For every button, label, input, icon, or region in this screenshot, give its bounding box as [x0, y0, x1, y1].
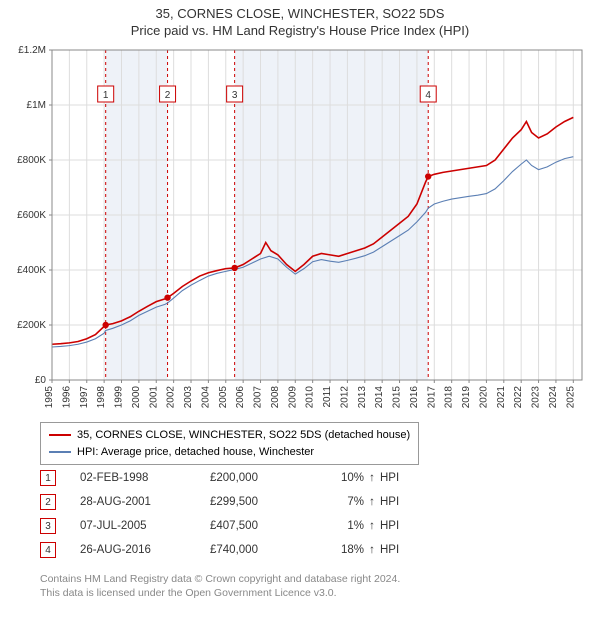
svg-text:2012: 2012 — [339, 386, 350, 409]
svg-text:£1M: £1M — [27, 100, 46, 111]
svg-text:1996: 1996 — [61, 386, 72, 409]
sale-date: 07-JUL-2005 — [80, 520, 210, 532]
sale-pct: 7% — [320, 496, 364, 508]
svg-text:2008: 2008 — [270, 386, 281, 409]
svg-text:2005: 2005 — [218, 386, 229, 409]
sale-price: £200,000 — [210, 472, 320, 484]
svg-text:2011: 2011 — [322, 386, 333, 408]
svg-text:3: 3 — [232, 90, 238, 101]
sale-arrow: ↑ — [364, 496, 380, 508]
sale-arrow: ↑ — [364, 520, 380, 532]
sale-price: £740,000 — [210, 544, 320, 556]
svg-text:2000: 2000 — [131, 386, 142, 409]
svg-text:2002: 2002 — [166, 386, 177, 409]
svg-text:1997: 1997 — [79, 386, 90, 409]
svg-text:£0: £0 — [35, 375, 47, 386]
svg-text:1: 1 — [103, 90, 109, 101]
footer-line2: This data is licensed under the Open Gov… — [40, 586, 400, 600]
svg-text:£600K: £600K — [17, 210, 46, 221]
svg-text:2022: 2022 — [513, 386, 524, 409]
svg-text:2009: 2009 — [287, 386, 298, 409]
sale-row: 1 02-FEB-1998£200,00010%↑HPI — [40, 466, 420, 490]
svg-text:£800K: £800K — [17, 155, 46, 166]
svg-text:1995: 1995 — [44, 386, 55, 409]
sale-price: £407,500 — [210, 520, 320, 532]
sale-marker: 2 — [40, 494, 56, 510]
sale-hpi: HPI — [380, 472, 420, 484]
svg-text:2024: 2024 — [548, 386, 559, 409]
sale-hpi: HPI — [380, 544, 420, 556]
sale-arrow: ↑ — [364, 544, 380, 556]
svg-text:2: 2 — [165, 90, 171, 101]
svg-text:2016: 2016 — [409, 386, 420, 409]
svg-text:2013: 2013 — [357, 386, 368, 409]
legend-item: 35, CORNES CLOSE, WINCHESTER, SO22 5DS (… — [49, 427, 410, 444]
legend-swatch — [49, 451, 71, 453]
sale-date: 02-FEB-1998 — [80, 472, 210, 484]
sale-date: 26-AUG-2016 — [80, 544, 210, 556]
svg-text:2019: 2019 — [461, 386, 472, 409]
legend-label: HPI: Average price, detached house, Winc… — [77, 444, 314, 461]
legend-label: 35, CORNES CLOSE, WINCHESTER, SO22 5DS (… — [77, 427, 410, 444]
svg-text:2003: 2003 — [183, 386, 194, 409]
sale-row: 3 07-JUL-2005£407,5001%↑HPI — [40, 514, 420, 538]
svg-text:2020: 2020 — [478, 386, 489, 409]
sale-row: 2 28-AUG-2001£299,5007%↑HPI — [40, 490, 420, 514]
svg-text:2014: 2014 — [374, 386, 385, 409]
svg-text:£400K: £400K — [17, 265, 46, 276]
sale-pct: 10% — [320, 472, 364, 484]
sale-hpi: HPI — [380, 496, 420, 508]
footer-line1: Contains HM Land Registry data © Crown c… — [40, 572, 400, 586]
svg-text:4: 4 — [425, 90, 431, 101]
sale-pct: 18% — [320, 544, 364, 556]
title-main: 35, CORNES CLOSE, WINCHESTER, SO22 5DS — [0, 6, 600, 23]
svg-text:2025: 2025 — [565, 386, 576, 409]
sale-price: £299,500 — [210, 496, 320, 508]
svg-text:1998: 1998 — [96, 386, 107, 409]
legend-item: HPI: Average price, detached house, Winc… — [49, 444, 410, 461]
svg-text:2021: 2021 — [496, 386, 507, 409]
svg-text:2010: 2010 — [305, 386, 316, 409]
svg-text:2006: 2006 — [235, 386, 246, 409]
title-sub: Price paid vs. HM Land Registry's House … — [0, 23, 600, 40]
sale-pct: 1% — [320, 520, 364, 532]
sale-row: 4 26-AUG-2016£740,00018%↑HPI — [40, 538, 420, 562]
svg-text:2017: 2017 — [426, 386, 437, 409]
legend: 35, CORNES CLOSE, WINCHESTER, SO22 5DS (… — [40, 422, 419, 465]
sale-marker: 3 — [40, 518, 56, 534]
footer: Contains HM Land Registry data © Crown c… — [40, 572, 400, 600]
sale-hpi: HPI — [380, 520, 420, 532]
svg-text:2015: 2015 — [392, 386, 403, 409]
sale-marker: 1 — [40, 470, 56, 486]
sale-marker: 4 — [40, 542, 56, 558]
svg-text:1999: 1999 — [114, 386, 125, 409]
price-chart: 1234£0£200K£400K£600K£800K£1M£1.2M199519… — [52, 50, 582, 380]
svg-text:2004: 2004 — [200, 386, 211, 409]
svg-text:2001: 2001 — [148, 386, 159, 409]
legend-swatch — [49, 434, 71, 436]
title-block: 35, CORNES CLOSE, WINCHESTER, SO22 5DS P… — [0, 0, 600, 40]
svg-text:£1.2M: £1.2M — [18, 45, 46, 56]
sale-date: 28-AUG-2001 — [80, 496, 210, 508]
svg-text:£200K: £200K — [17, 320, 46, 331]
sales-table: 102-FEB-1998£200,00010%↑HPI228-AUG-2001£… — [40, 466, 420, 562]
svg-text:2018: 2018 — [444, 386, 455, 409]
svg-text:2023: 2023 — [531, 386, 542, 409]
svg-text:2007: 2007 — [253, 386, 264, 409]
sale-arrow: ↑ — [364, 472, 380, 484]
